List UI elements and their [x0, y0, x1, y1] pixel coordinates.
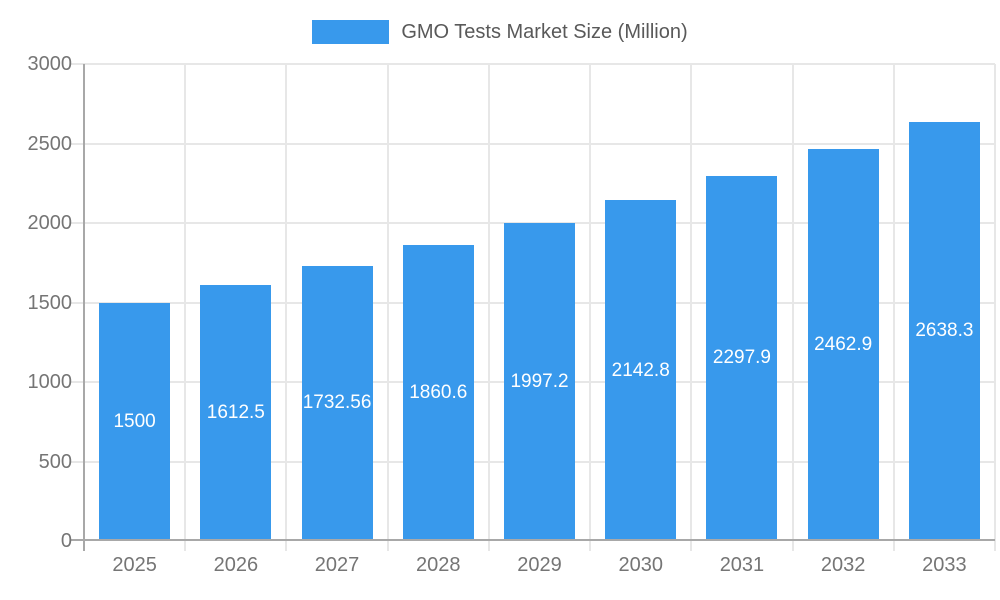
bar-value-label: 2638.3: [915, 320, 974, 342]
plot-area: 1500 1612.5 1732.56 1860.6 1997.2 2142.8 2297.…: [70, 63, 996, 551]
y-axis-line: [83, 64, 85, 551]
bar-value-label: 1500: [113, 410, 156, 432]
x-axis-label: 2027: [314, 554, 360, 576]
bar-value-label: 1997.2: [510, 371, 569, 393]
y-axis-label: 1000: [27, 371, 73, 393]
bar-2027: 1732.56: [301, 265, 373, 541]
v-gridline: [690, 64, 693, 551]
v-gridline: [892, 64, 895, 551]
v-gridline: [791, 64, 794, 551]
v-gridline: [487, 64, 490, 551]
bar-value-label: 2297.9: [712, 347, 771, 369]
x-axis-label: 2026: [213, 554, 259, 576]
x-axis-label: 2032: [820, 554, 866, 576]
h-gridline: [70, 63, 995, 65]
x-axis-label: 2033: [922, 554, 967, 576]
y-axis-label: 2500: [27, 132, 73, 155]
x-axis-label: 2029: [517, 554, 562, 576]
x-axis-line: [70, 539, 995, 541]
bar-2028: 1860.6: [402, 245, 474, 541]
v-gridline: [589, 64, 592, 551]
bar-2031: 2297.9: [706, 175, 778, 541]
bar-2032: 2462.9: [807, 149, 879, 541]
y-axis-label: 3000: [27, 53, 73, 75]
y-axis-label: 500: [38, 450, 72, 473]
x-axis-label: 2031: [719, 554, 765, 576]
x-axis-label: 2028: [416, 554, 461, 576]
bar-2033: 2638.3: [908, 121, 980, 541]
h-gridline: [70, 222, 995, 224]
y-axis-label: 0: [60, 530, 72, 552]
v-gridline: [994, 64, 996, 551]
legend: GMO Tests Market Size (Million): [0, 20, 1000, 44]
bar-2025: 1500: [99, 302, 171, 541]
y-axis-label: 2000: [27, 212, 73, 234]
x-axis-label: 2025: [112, 554, 157, 576]
v-gridline: [184, 64, 187, 551]
v-gridline: [386, 64, 389, 551]
bar-value-label: 1732.56: [302, 392, 372, 414]
bar-value-label: 2142.8: [611, 359, 670, 381]
bar-2030: 2142.8: [605, 200, 677, 541]
x-axis-label: 2030: [618, 554, 663, 576]
y-axis-label: 1500: [27, 291, 73, 314]
bar-value-label: 1612.5: [206, 401, 265, 423]
legend-label: GMO Tests Market Size (Million): [401, 21, 688, 43]
h-gridline: [70, 142, 995, 145]
v-gridline: [285, 64, 288, 551]
bar-value-label: 2462.9: [814, 334, 873, 356]
bar-2026: 1612.5: [200, 284, 272, 541]
legend-swatch: [312, 20, 390, 44]
bar-value-label: 1860.6: [409, 382, 468, 404]
bar-2029: 1997.2: [504, 223, 575, 541]
